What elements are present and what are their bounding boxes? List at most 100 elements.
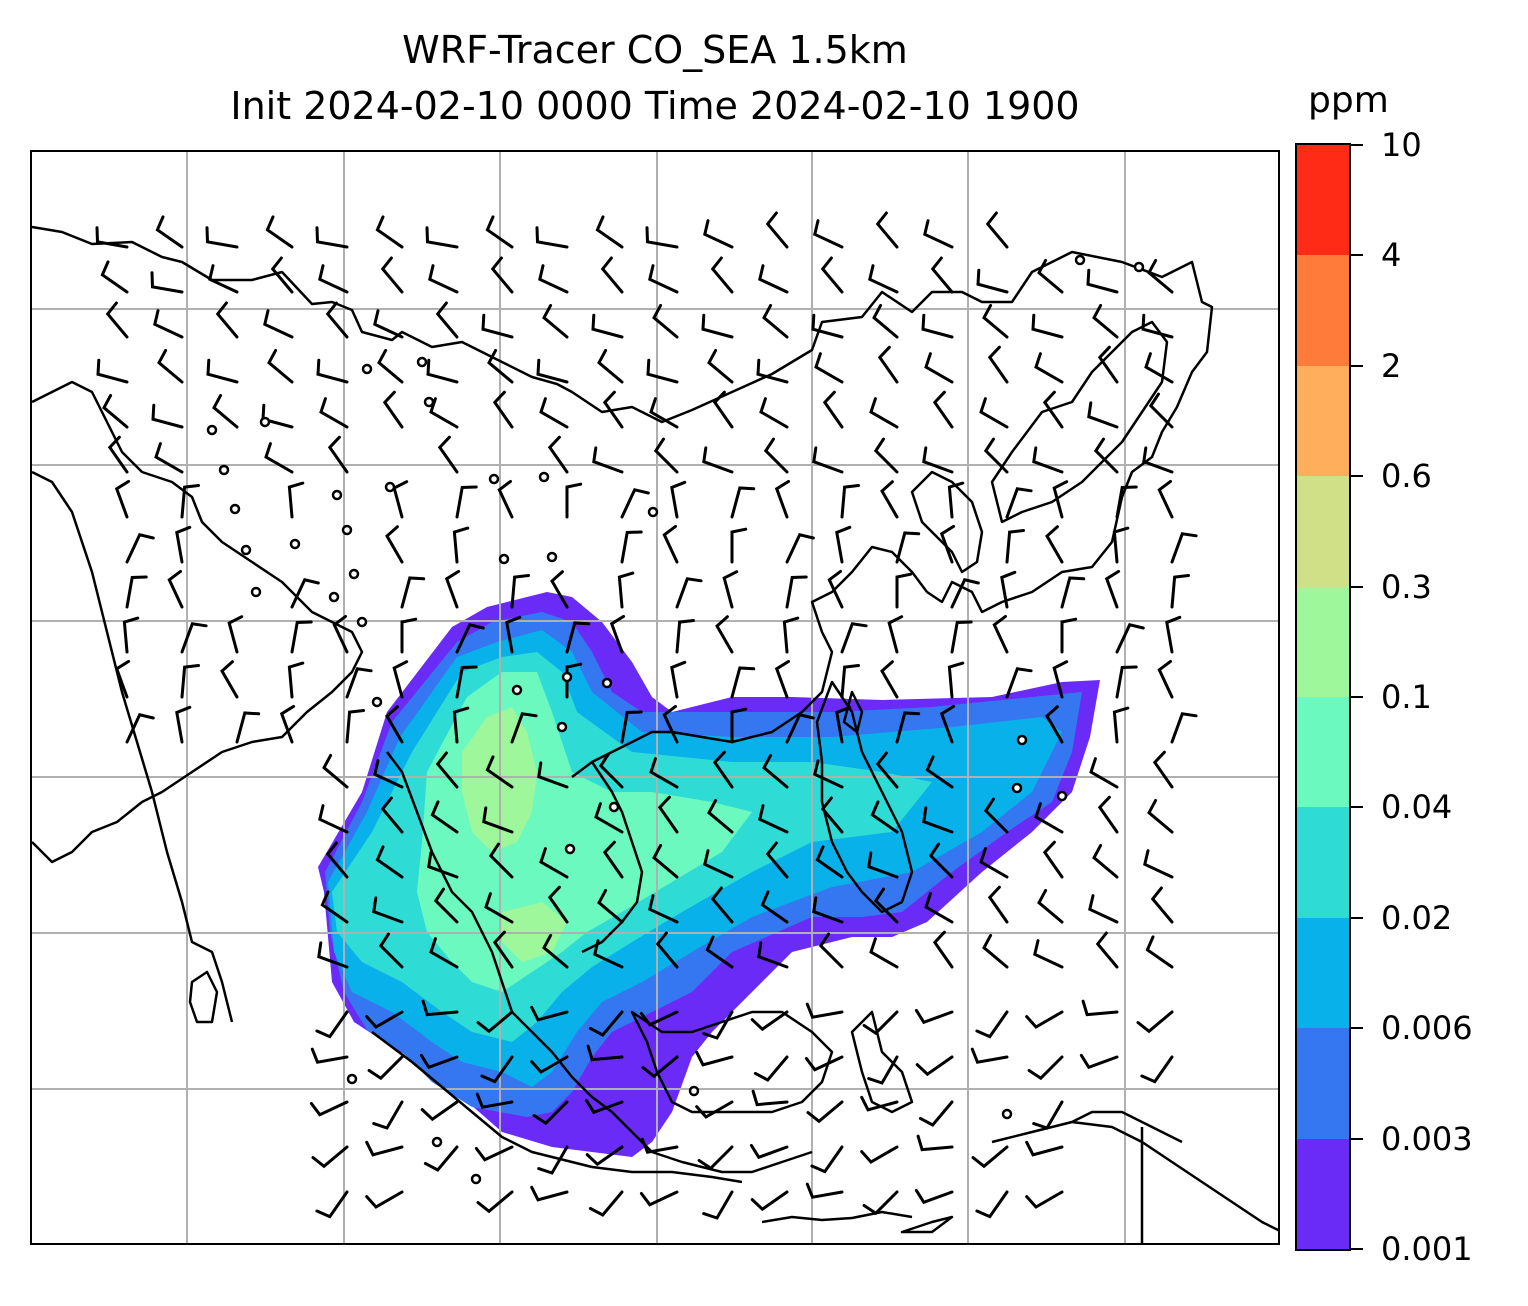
wind-barb bbox=[895, 711, 921, 744]
wind-barb bbox=[947, 661, 965, 699]
coastline-taiwan bbox=[842, 690, 864, 734]
wind-barb bbox=[1000, 570, 1017, 609]
wind-barb bbox=[765, 211, 789, 249]
wind-barb bbox=[426, 358, 459, 384]
wind-barb bbox=[480, 1055, 514, 1084]
wind-barb bbox=[536, 358, 569, 384]
wind-barb bbox=[375, 845, 404, 879]
wind-barb bbox=[620, 530, 643, 564]
wind-barb bbox=[1025, 1010, 1064, 1029]
wind-barb bbox=[435, 751, 459, 789]
wind-barb bbox=[475, 1092, 514, 1109]
colorbar-tick-label: 0.001 bbox=[1381, 1230, 1473, 1268]
wind-barb bbox=[840, 622, 868, 654]
wind-barb bbox=[649, 757, 679, 789]
wind-barb bbox=[939, 704, 956, 744]
wind-barb bbox=[125, 533, 155, 564]
wind-barb bbox=[759, 397, 789, 429]
coastline-lesser-sunda bbox=[761, 1210, 913, 1224]
calm-wind-circle bbox=[289, 538, 301, 550]
wind-barb bbox=[1157, 479, 1174, 519]
wind-barb bbox=[1170, 532, 1198, 564]
colorbar bbox=[1295, 143, 1351, 1251]
wind-barb bbox=[100, 260, 129, 294]
wind-barb bbox=[290, 578, 320, 609]
wind-barb bbox=[811, 313, 844, 339]
wind-barb bbox=[812, 896, 844, 924]
wind-barb bbox=[1147, 798, 1174, 834]
map-canvas[interactable] bbox=[32, 152, 1280, 1245]
wind-barb bbox=[979, 847, 1009, 879]
wind-barb bbox=[565, 482, 583, 519]
wind-barb bbox=[1042, 390, 1064, 429]
wind-barb bbox=[822, 390, 844, 429]
wind-barb bbox=[1032, 446, 1064, 474]
map-panel[interactable] bbox=[30, 150, 1280, 1245]
wind-barb bbox=[815, 845, 844, 879]
wind-barb bbox=[868, 264, 899, 294]
wind-barb bbox=[1005, 529, 1025, 564]
wind-barb bbox=[774, 479, 791, 519]
wind-barb bbox=[392, 480, 409, 519]
wind-barb bbox=[510, 712, 538, 744]
wind-barb bbox=[318, 804, 349, 834]
calm-wind-circle bbox=[384, 481, 396, 493]
wind-barb bbox=[373, 759, 404, 789]
wind-barb bbox=[812, 446, 844, 474]
wind-barb bbox=[867, 1055, 899, 1085]
wind-barb bbox=[1152, 750, 1174, 789]
wind-barb bbox=[870, 800, 899, 834]
wind-barb bbox=[365, 1010, 404, 1029]
wind-barb bbox=[785, 533, 815, 564]
wind-barb bbox=[763, 437, 789, 474]
wind-barb bbox=[1093, 437, 1119, 474]
wind-barb bbox=[620, 488, 650, 519]
wind-barb bbox=[537, 1145, 569, 1175]
wind-barb bbox=[542, 303, 569, 339]
wind-barb bbox=[835, 705, 852, 744]
wind-barb bbox=[925, 755, 954, 789]
wind-barb bbox=[1115, 485, 1138, 519]
wind-barb bbox=[310, 1047, 349, 1064]
colorbar-tick-label: 0.003 bbox=[1381, 1119, 1473, 1158]
wind-barb bbox=[987, 885, 1009, 924]
wind-barb bbox=[542, 933, 569, 969]
calm-wind-circle bbox=[1016, 734, 1028, 746]
wind-barb bbox=[1115, 623, 1145, 654]
coastlines-and-borders bbox=[32, 225, 1278, 1243]
wind-barb bbox=[125, 713, 155, 744]
wind-barb bbox=[675, 577, 703, 609]
calm-wind-circle bbox=[1056, 790, 1068, 802]
wind-barb bbox=[264, 442, 294, 474]
wind-barb bbox=[373, 309, 404, 339]
wind-barb bbox=[701, 313, 734, 339]
wind-barb bbox=[423, 1145, 459, 1172]
wind-barb bbox=[600, 256, 624, 294]
wind-barb bbox=[114, 659, 131, 699]
wind-barb bbox=[150, 271, 184, 294]
wind-barb bbox=[652, 303, 679, 339]
wind-barb bbox=[215, 301, 239, 339]
wind-barb bbox=[675, 619, 695, 654]
wind-barb bbox=[455, 623, 485, 654]
wind-barb bbox=[539, 847, 569, 879]
wind-barb bbox=[774, 659, 791, 699]
colorbar-segment bbox=[1297, 1138, 1349, 1249]
wind-barb bbox=[530, 1005, 569, 1022]
wind-barb bbox=[710, 256, 734, 294]
wind-barb bbox=[930, 256, 954, 294]
wind-barb bbox=[765, 841, 789, 879]
wind-barb bbox=[982, 933, 1009, 969]
wind-barb bbox=[655, 931, 679, 969]
coastline-sulawesi bbox=[850, 1010, 914, 1114]
wind-barb bbox=[987, 345, 1009, 384]
wind-barb bbox=[1032, 1100, 1064, 1130]
wind-barb bbox=[697, 1145, 734, 1171]
wind-barb bbox=[235, 711, 261, 744]
calm-wind-circle bbox=[218, 464, 230, 476]
wind-barb bbox=[749, 1143, 789, 1160]
map-title: WRF-Tracer CO_SEA 1.5km bbox=[402, 28, 908, 72]
wind-barb bbox=[950, 620, 973, 654]
wind-barb bbox=[653, 437, 679, 474]
wind-barb bbox=[550, 570, 569, 609]
